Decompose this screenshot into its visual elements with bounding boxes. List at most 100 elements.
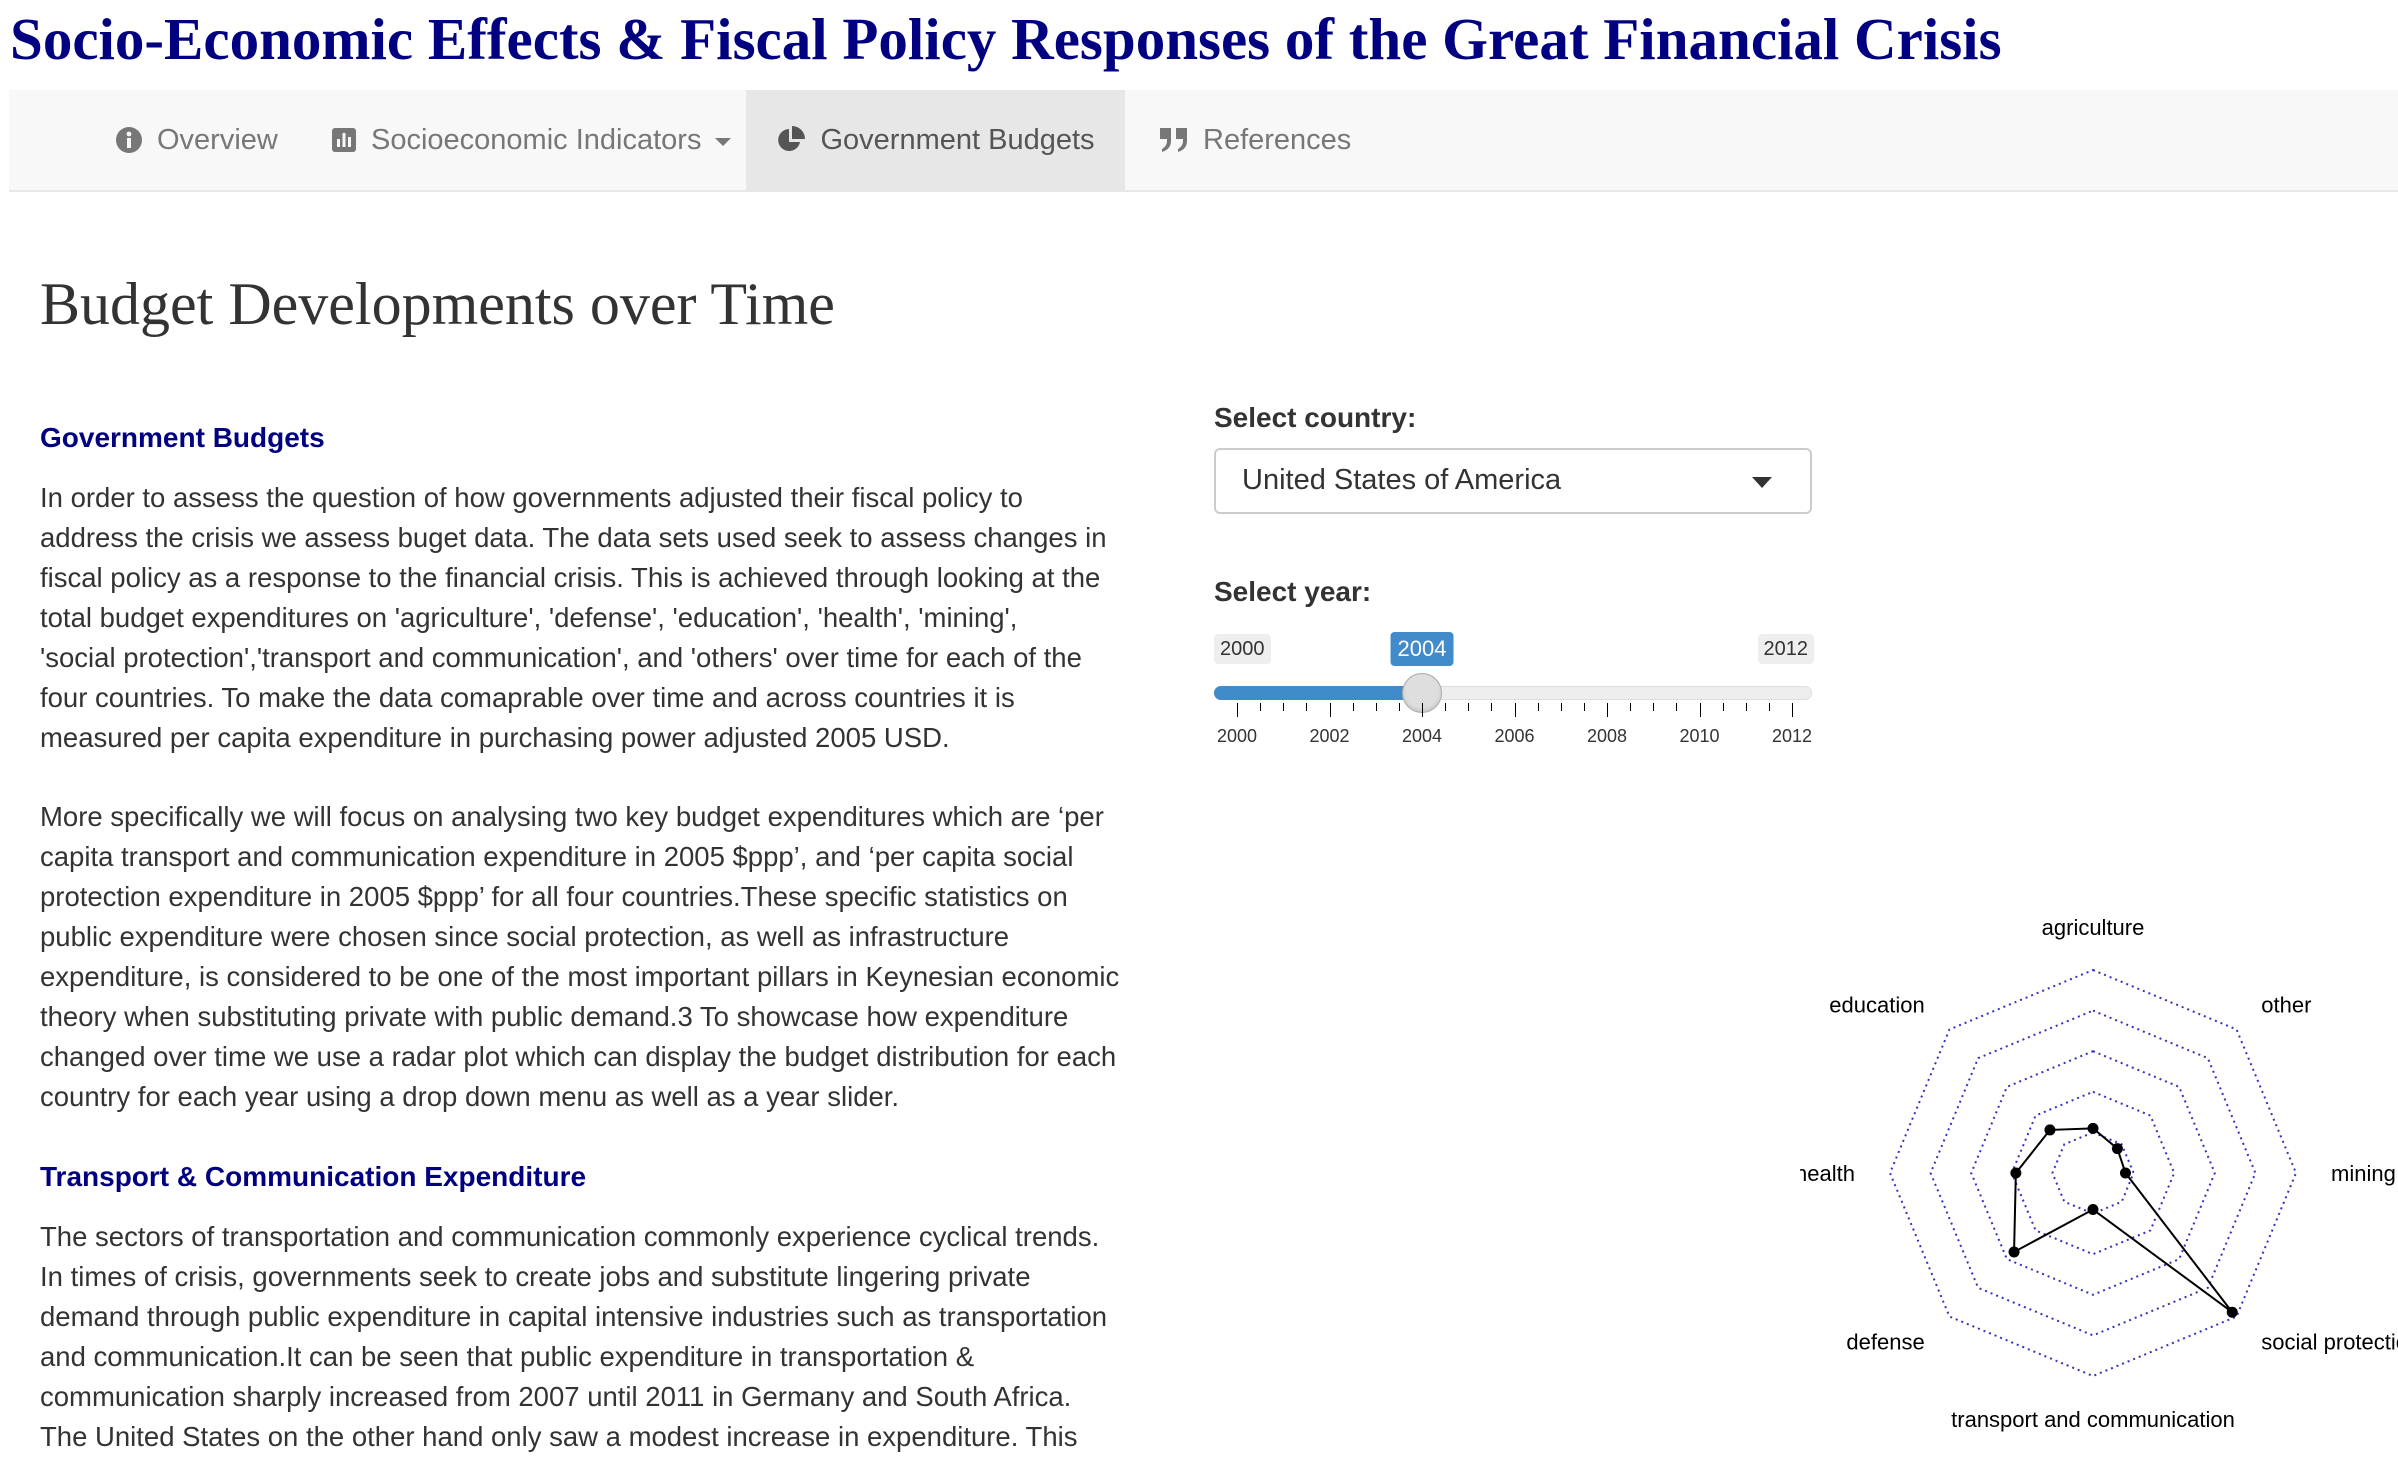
slider-tick-label: 2010 <box>1679 726 1720 746</box>
tab-government-budgets[interactable]: Government Budgets <box>746 90 1125 190</box>
text-line: theory when substituting private with pu… <box>40 1001 1069 1032</box>
tab-references-label: References <box>1203 123 1352 156</box>
text-line: In times of crisis, governments seek to … <box>40 1261 1031 1292</box>
slider-tick-label: 2004 <box>1401 726 1443 746</box>
radar-data-point <box>2111 1143 2123 1155</box>
slider-minor-tick <box>1398 703 1400 711</box>
text-line: four countries. To make the data comapra… <box>40 682 1015 713</box>
app-title: Socio-Economic Effects & Fiscal Policy R… <box>10 6 2002 72</box>
text-line: In order to assess the question of how g… <box>40 482 1023 513</box>
country-select-label: Select country: <box>1214 402 1417 433</box>
slider-fill <box>1214 686 1422 700</box>
text-line: communication sharply increased from 200… <box>40 1381 1072 1412</box>
text-line: protection expenditure in 2005 $ppp’ for… <box>40 881 1068 912</box>
text-line: address the crisis we assess buget data.… <box>40 522 1107 553</box>
text-line: More specifically we will focus on analy… <box>40 801 1104 832</box>
radar-axis-label: transport and communication <box>1951 1407 2235 1432</box>
slider-minor-tick <box>1745 703 1747 711</box>
radar-data-point <box>2008 1246 2020 1258</box>
slider-major-tick <box>1792 703 1793 717</box>
slider-tick-label: 2008 <box>1586 726 1628 746</box>
radar-grid <box>1888 968 2298 1378</box>
text-line: 'social protection','transport and commu… <box>40 642 1082 673</box>
text-line: capita transport and communication expen… <box>40 841 1074 872</box>
tab-references[interactable]: References <box>1147 90 1363 190</box>
slider-major-tick <box>1237 703 1238 717</box>
text-line: country for each year using a drop down … <box>40 1081 900 1112</box>
text-line: measured per capita expenditure in purch… <box>40 722 950 753</box>
radar-data-point <box>2044 1124 2056 1136</box>
radar-axis-label: agriculture <box>2042 915 2145 940</box>
slider-max-label: 2012 <box>1757 634 1814 664</box>
radar-axis-label: other <box>2261 993 2311 1018</box>
slider-tick-label: 2006 <box>1494 726 1535 746</box>
slider-minor-tick <box>1445 703 1447 711</box>
page-heading: Budget Developments over Time <box>40 271 835 337</box>
slider-major-tick <box>1514 703 1516 717</box>
radar-grid-ring <box>2010 1090 2176 1256</box>
year-slider-label: Select year: <box>1214 576 1372 607</box>
tab-overview[interactable]: Overview <box>103 90 290 190</box>
tab-socioeconomic-indicators-label: Socioeconomic Indicators <box>371 123 702 156</box>
slider-major-tick <box>1329 703 1331 717</box>
slider-minor-tick <box>1653 703 1655 711</box>
radar-axis-label: defense <box>1846 1329 1924 1354</box>
slider-minor-tick <box>1352 703 1354 711</box>
slider-minor-tick <box>1722 703 1724 711</box>
radar-grid-ring <box>1929 1009 2257 1337</box>
text-line: The sectors of transportation and commun… <box>40 1221 1100 1252</box>
text-line: demand through public expenditure in cap… <box>40 1301 1108 1332</box>
text-line: and communication.It can be seen that pu… <box>40 1341 975 1372</box>
text-line: changed over time we use a radar plot wh… <box>40 1041 1117 1072</box>
tab-socioeconomic-indicators[interactable]: Socioeconomic Indicators <box>319 90 743 190</box>
radar-axis-label: health <box>1800 1161 1855 1186</box>
slider-value-label: 2004 <box>1390 632 1454 666</box>
government-budgets-paragraph-2: More specifically we will focus on analy… <box>40 797 1180 1117</box>
tab-overview-label: Overview <box>157 123 278 156</box>
quote-icon <box>1160 128 1187 152</box>
text-line: expenditure, is considered to be one of … <box>40 961 1120 992</box>
radar-data-point <box>2010 1167 2022 1179</box>
bar-chart-icon <box>332 128 356 152</box>
government-budgets-paragraph-1: In order to assess the question of how g… <box>40 478 1180 758</box>
slider-minor-tick <box>1676 703 1678 711</box>
transport-heading: Transport & Communication Expenditure <box>40 1161 587 1192</box>
transport-paragraph: The sectors of transportation and commun… <box>40 1217 1180 1457</box>
slider-major-tick <box>1422 703 1423 717</box>
info-circle-icon <box>116 127 142 153</box>
slider-minor-tick <box>1560 703 1562 711</box>
radar-chart: agriculture other mining social protection t… <box>1800 915 2398 1432</box>
radar-axis-label: social protection <box>2261 1329 2398 1354</box>
slider-minor-tick <box>1306 703 1308 711</box>
tab-government-budgets-label: Government Budgets <box>820 123 1095 156</box>
slider-minor-tick <box>1630 703 1632 711</box>
slider-tick-label: 2000 <box>1216 726 1258 746</box>
dropdown-arrow-icon <box>1752 477 1772 488</box>
radar-data-point <box>2119 1167 2131 1179</box>
slider-minor-tick <box>1768 703 1770 711</box>
slider-minor-tick <box>1491 703 1493 711</box>
country-select-value: United States of America <box>1242 464 1562 496</box>
caret-down-icon <box>715 137 732 146</box>
slider-minor-tick <box>1375 703 1377 711</box>
slider-minor-tick <box>1537 703 1539 711</box>
slider-tick-label: 2002 <box>1309 726 1350 746</box>
slider-major-tick <box>1699 703 1701 717</box>
navbar: Overview Socioeconomic Indicators Govern… <box>9 90 2398 192</box>
radar-grid-ring <box>1970 1050 2216 1296</box>
text-line: public expenditure were chosen since soc… <box>40 921 1010 952</box>
radar-series-line <box>2013 1127 2234 1314</box>
year-slider[interactable]: 2000 2012 2004 2000 2002 2004 2006 2008 2010 2… <box>1214 630 1814 760</box>
slider-minor-tick <box>1583 703 1585 711</box>
text-line: fiscal policy as a response to the finan… <box>40 562 1101 593</box>
radar-data-point <box>2087 1122 2099 1134</box>
radar-axis-labels: agriculture other mining social protection t… <box>1800 915 2398 1432</box>
country-select[interactable]: United States of America <box>1214 448 1812 514</box>
slider-min-label: 2000 <box>1214 634 1271 664</box>
slider-minor-tick <box>1260 703 1262 711</box>
text-line: total budget expenditures on 'agricultur… <box>40 602 1018 633</box>
government-budgets-heading: Government Budgets <box>40 422 325 453</box>
radar-data-point <box>2087 1204 2099 1216</box>
slider-tick-label: 2012 <box>1771 726 1813 746</box>
slider-minor-tick <box>1468 703 1470 711</box>
